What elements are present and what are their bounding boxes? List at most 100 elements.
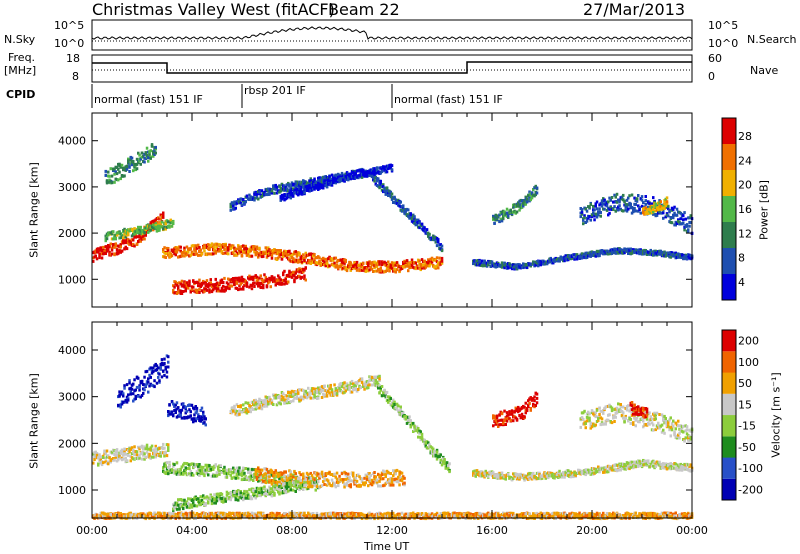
data-cell xyxy=(379,266,382,270)
data-cell xyxy=(198,474,201,477)
data-cell xyxy=(193,504,196,508)
data-cell xyxy=(124,167,127,170)
data-cell xyxy=(587,216,590,220)
data-cell xyxy=(265,492,269,496)
data-cell xyxy=(357,174,360,178)
data-cell xyxy=(317,185,320,189)
colorbar-cell xyxy=(722,274,736,300)
data-cell xyxy=(627,203,630,207)
data-cell xyxy=(242,403,245,407)
data-cell xyxy=(124,241,127,245)
data-cell xyxy=(409,265,412,269)
data-cell xyxy=(158,372,161,376)
data-cell xyxy=(178,289,181,293)
data-cell xyxy=(243,201,246,205)
data-cell xyxy=(200,289,204,293)
data-cell xyxy=(240,197,244,201)
data-cell xyxy=(164,227,167,231)
data-cell xyxy=(108,456,111,460)
data-cell xyxy=(597,210,600,214)
data-cell xyxy=(632,210,635,214)
data-cell xyxy=(327,182,330,186)
y-tick-label: 2000 xyxy=(58,227,86,240)
data-cell xyxy=(402,260,405,264)
data-cell xyxy=(245,250,249,254)
data-cell xyxy=(664,197,667,201)
data-cell xyxy=(207,501,210,505)
data-cell xyxy=(127,233,130,237)
data-cell xyxy=(208,246,211,250)
data-cell xyxy=(260,278,264,282)
data-cell xyxy=(315,261,319,265)
data-cell xyxy=(600,249,604,252)
data-cell xyxy=(567,255,570,259)
data-cell xyxy=(114,455,117,459)
data-cell xyxy=(189,414,192,418)
data-cell xyxy=(260,189,264,193)
data-cell xyxy=(379,477,382,481)
data-cell xyxy=(234,496,237,500)
data-cell xyxy=(268,395,271,399)
data-cell xyxy=(305,261,309,265)
data-cell xyxy=(220,286,224,290)
data-cell xyxy=(318,256,321,260)
data-cell xyxy=(240,471,244,475)
data-cell xyxy=(420,222,424,226)
data-cell xyxy=(667,253,670,257)
data-cell xyxy=(133,232,136,236)
data-cell xyxy=(110,246,114,250)
data-cell xyxy=(143,457,146,461)
data-cell xyxy=(147,455,150,459)
data-cell xyxy=(307,186,310,190)
data-cell xyxy=(202,494,205,498)
data-cell xyxy=(308,253,311,257)
data-cell xyxy=(369,261,372,265)
data-cell xyxy=(667,251,670,255)
data-cell xyxy=(135,453,139,457)
data-cell xyxy=(268,480,271,484)
data-cell xyxy=(360,479,364,483)
data-cell xyxy=(210,290,214,294)
data-cell xyxy=(213,473,216,477)
data-cell xyxy=(414,223,417,227)
data-cell xyxy=(390,266,394,270)
data-cell xyxy=(162,214,165,218)
data-cell xyxy=(230,495,234,499)
data-cell xyxy=(258,189,261,192)
data-cell xyxy=(402,482,405,486)
data-cell xyxy=(185,505,189,509)
data-cell xyxy=(137,228,140,232)
data-cell xyxy=(227,492,230,496)
data-cell xyxy=(164,367,167,371)
data-cell xyxy=(170,254,174,258)
data-cell xyxy=(130,163,134,167)
data-cell xyxy=(113,252,116,256)
data-cell xyxy=(390,168,394,172)
data-cell xyxy=(310,256,314,260)
data-cell xyxy=(195,498,199,501)
data-cell xyxy=(289,193,292,197)
data-cell xyxy=(298,274,301,278)
data-cell xyxy=(240,496,244,500)
data-cell xyxy=(300,395,304,399)
data-cell xyxy=(312,387,315,391)
data-cell xyxy=(668,208,671,212)
data-cell xyxy=(179,249,182,253)
data-cell xyxy=(344,177,347,181)
data-cell xyxy=(217,284,220,288)
data-cell xyxy=(344,172,347,176)
data-cell xyxy=(257,469,260,473)
data-cell xyxy=(529,198,532,202)
data-cell xyxy=(409,212,412,216)
data-cell xyxy=(177,498,180,502)
data-cell xyxy=(313,483,316,487)
data-cell xyxy=(180,498,184,502)
data-cell xyxy=(108,174,111,178)
data-cell xyxy=(163,221,166,225)
data-cell xyxy=(317,176,320,180)
data-cell xyxy=(328,175,331,179)
data-cell xyxy=(412,261,415,265)
data-cell xyxy=(375,480,379,484)
data-cell xyxy=(313,260,316,264)
data-cell xyxy=(265,284,269,288)
